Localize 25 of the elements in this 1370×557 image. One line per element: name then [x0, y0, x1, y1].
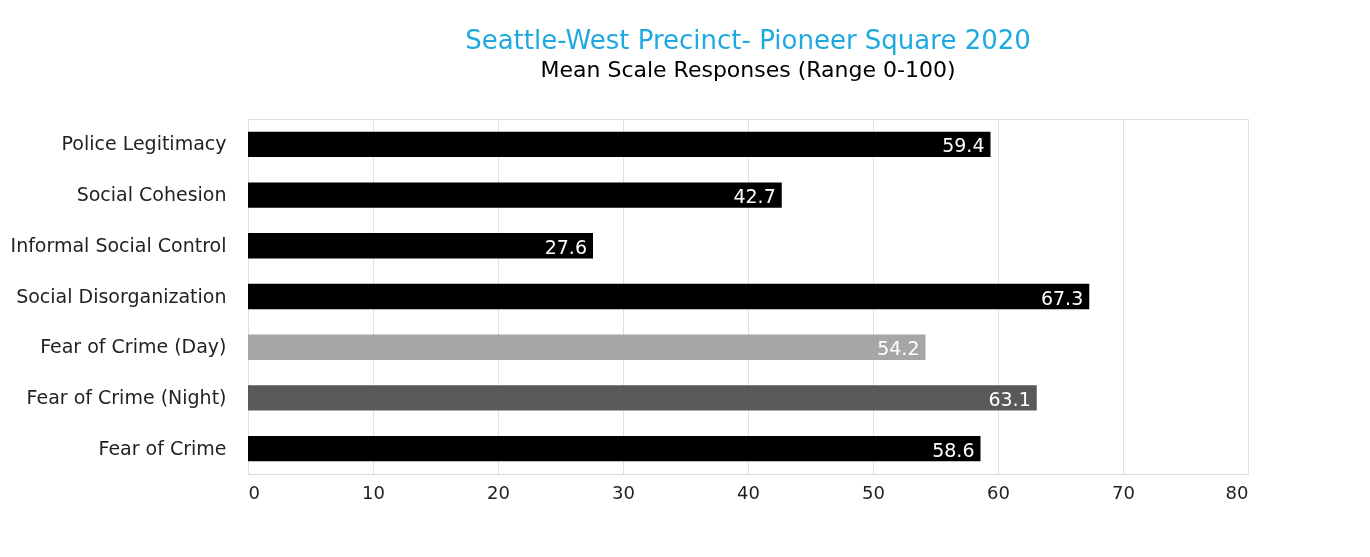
data-label: 42.7	[733, 185, 776, 208]
y-tick-label: Police Legitimacy	[61, 132, 227, 155]
y-tick-label: Social Disorganization	[16, 284, 227, 307]
y-tick-label: Fear of Crime	[98, 436, 227, 459]
x-tick-label: 50	[862, 481, 885, 503]
data-label: 67.3	[1040, 286, 1084, 309]
x-tick-label: 80	[1225, 481, 1249, 503]
x-tick-label: 60	[987, 481, 1010, 503]
x-tick-label: 40	[737, 481, 760, 503]
data-label: 54.2	[877, 337, 920, 360]
y-tick-label: Social Cohesion	[76, 183, 227, 206]
chart-title: Seattle-West Precinct- Pioneer Square 2020	[465, 25, 1031, 55]
x-tick-label: 20	[487, 481, 510, 503]
x-tick-label: 0	[248, 481, 260, 503]
data-label: 58.6	[932, 438, 975, 461]
data-label: 27.6	[544, 235, 587, 258]
chart-subtitle: Mean Scale Responses (Range 0-100)	[540, 57, 956, 82]
x-tick-label: 10	[362, 481, 385, 503]
y-tick-label: Informal Social Control	[10, 233, 227, 256]
y-tick-label: Fear of Crime (Day)	[40, 335, 227, 358]
data-label: 63.1	[988, 387, 1031, 410]
x-tick-label: 30	[612, 481, 635, 503]
data-label: 59.4	[942, 134, 985, 157]
y-tick-label: Fear of Crime (Night)	[26, 385, 227, 408]
x-tick-label: 70	[1112, 481, 1135, 503]
